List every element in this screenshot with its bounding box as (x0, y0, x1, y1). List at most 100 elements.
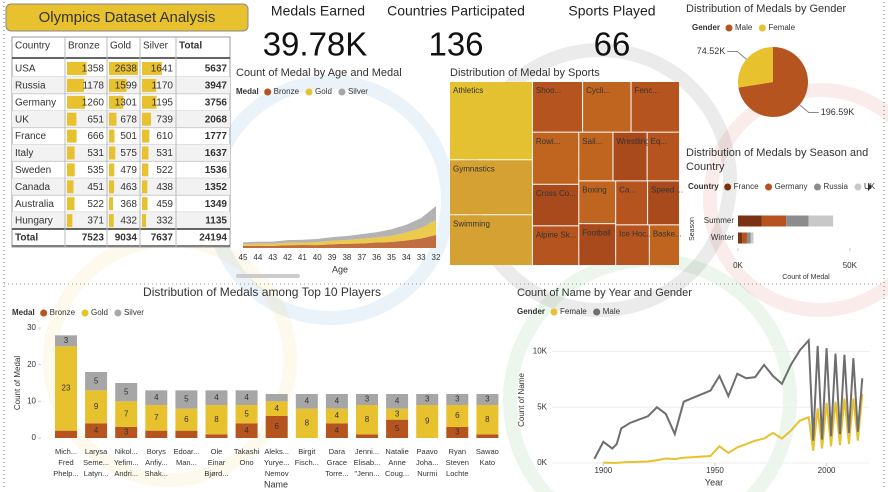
data-label: 4 (335, 426, 340, 435)
column-header: Total (179, 41, 202, 52)
title-box (5, 3, 249, 32)
chart-title: Count of Medal by Age and Medal (236, 67, 402, 79)
tile-label: Alpine Sk... (536, 230, 576, 239)
tile (616, 225, 649, 265)
legend-marker (40, 309, 48, 317)
tile (579, 181, 616, 224)
cell-value: 371 (87, 216, 104, 227)
cell-value: 463 (120, 182, 137, 193)
data-bar (67, 62, 87, 75)
y-axis-label: Count of Medal (13, 356, 22, 410)
data-label: 8 (485, 415, 490, 424)
cell-value: 1358 (82, 64, 105, 75)
x-tick-label: Latyn... (84, 469, 109, 478)
x-tick-label: Birgit (298, 447, 316, 456)
chart-title-box: Distribution of Medals by Season and Cou… (686, 147, 868, 173)
area (243, 206, 436, 245)
data-bar (142, 95, 157, 109)
y-tick-label: 20 (27, 360, 36, 369)
leader-line (727, 50, 747, 60)
data-label: 4 (335, 411, 340, 420)
x-tick-label: 36 (372, 253, 381, 262)
tile (450, 82, 532, 160)
row-label: Russia (15, 81, 46, 92)
x-tick-label: 42 (283, 253, 292, 262)
x-tick-label: Anfiy... (145, 458, 167, 467)
bar-segment (175, 408, 198, 431)
data-bar (142, 214, 147, 228)
data-bar (67, 197, 75, 211)
bar-segment (295, 408, 318, 438)
x-tick-label: 1950 (706, 466, 724, 475)
legend-marker (593, 308, 601, 316)
data-bar (109, 163, 115, 177)
x-tick-label: Nemov (265, 469, 289, 478)
scrollbar[interactable] (236, 274, 300, 278)
legend-more[interactable] (868, 183, 872, 191)
cell-value: 678 (120, 114, 137, 125)
row-label: Total (15, 233, 38, 244)
tile-label: Baske... (653, 229, 682, 238)
data-label: 4 (274, 404, 279, 413)
legend-marker (724, 183, 732, 191)
data-label: 4 (214, 393, 219, 402)
x-tick-label: Nurmi (417, 469, 437, 478)
y-tick-label: 0K (537, 458, 547, 467)
legend-marker (114, 309, 122, 317)
legend-title: Country (688, 182, 719, 191)
x-tick-label: 39 (328, 253, 337, 262)
x-tick-label: 33 (417, 253, 426, 262)
data-bar (142, 112, 151, 126)
y-tick-label: 5K (537, 402, 547, 411)
pie-slice (738, 47, 773, 88)
tile (631, 82, 679, 132)
bar-segment (476, 405, 499, 435)
legend-label: UK (864, 182, 876, 191)
legend-label: Gold (315, 87, 332, 96)
area (243, 220, 436, 246)
data-label: 3 (455, 428, 460, 437)
data-label: 8 (305, 418, 310, 427)
tile-label: Rowi... (536, 137, 560, 146)
data-bar (109, 62, 138, 75)
data-label: 3 (485, 395, 490, 404)
x-tick-label: Shak... (145, 469, 168, 478)
chart-title: Distribution of Medal by Sports (450, 67, 600, 79)
cell-value: 479 (120, 165, 137, 176)
chart-title: Distribution of Medals among Top 10 Play… (143, 285, 381, 299)
x-tick-label: 40 (313, 253, 322, 262)
tile-label: Cross Co... (536, 189, 576, 198)
bar-segment (145, 405, 168, 431)
data-bar (109, 180, 115, 194)
data-bar (67, 129, 77, 143)
x-tick-label: 34 (402, 253, 411, 262)
bar-segment (386, 394, 409, 409)
column-header: Bronze (68, 41, 100, 52)
data-bar (142, 146, 149, 160)
legend-marker (758, 24, 766, 32)
bar-segment (750, 232, 754, 244)
x-tick-label: Andri... (114, 469, 138, 478)
cell-value: 651 (87, 114, 104, 125)
data-bar (109, 197, 114, 211)
data-label: 9 (425, 417, 430, 426)
data-label: 3 (124, 428, 129, 437)
x-tick-label: Borys (147, 447, 166, 456)
x-tick-label: Mich... (55, 447, 77, 456)
area (243, 235, 436, 248)
legend-marker (338, 88, 346, 96)
x-tick-label: Jenni... (355, 447, 379, 456)
data-bar (142, 78, 157, 92)
cell-value: 535 (87, 165, 104, 176)
data-bar (109, 214, 114, 228)
bar-segment (476, 394, 499, 405)
x-tick-label: Ryan (449, 447, 467, 456)
tile (450, 215, 532, 265)
x-tick-label: Takashi (234, 447, 260, 456)
legend-label: Silver (124, 308, 144, 317)
y-tick-label: Winter (711, 233, 734, 242)
legend-label: Silver (348, 87, 368, 96)
line (603, 393, 864, 464)
tile-label: Athletics (453, 86, 483, 95)
